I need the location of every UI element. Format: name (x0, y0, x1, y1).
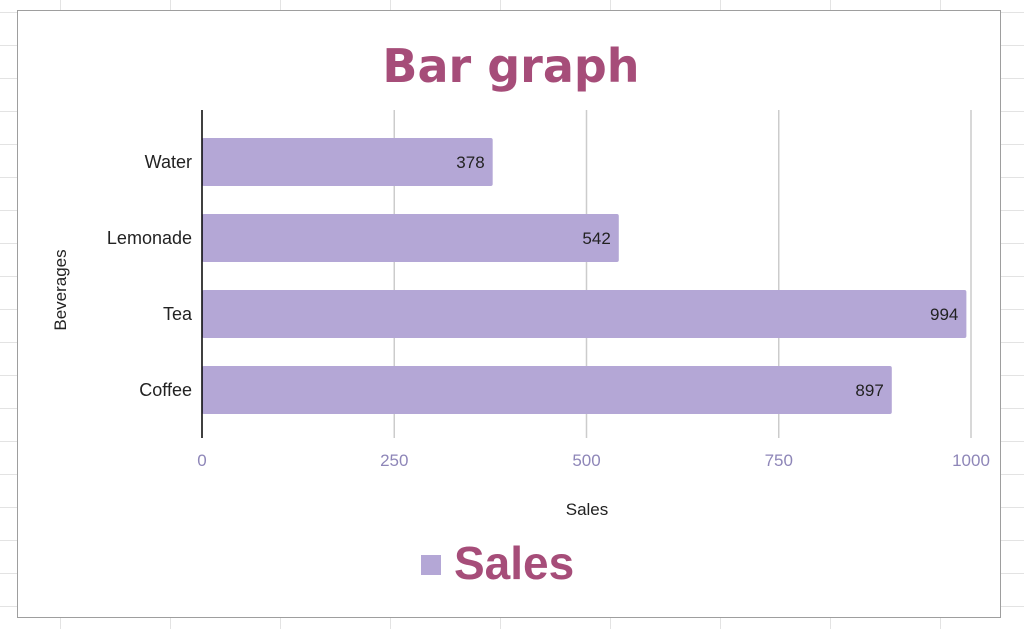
data-label: 378 (456, 153, 484, 172)
y-category-label: Lemonade (107, 228, 192, 248)
x-tick-label: 0 (197, 451, 206, 470)
y-category-label: Water (145, 152, 192, 172)
bar (202, 138, 493, 186)
x-tick-label: 250 (380, 451, 408, 470)
data-label: 994 (930, 305, 958, 324)
bars (201, 110, 967, 438)
legend-swatch (421, 555, 441, 575)
bar (202, 290, 967, 338)
legend-label: Sales (454, 537, 574, 589)
data-label: 897 (855, 381, 883, 400)
data-label: 542 (582, 229, 610, 248)
labels: 0 250 500 750 1000 378 Water 542 Lemonade 994 Tea 8… (107, 152, 990, 470)
y-category-label: Tea (163, 304, 193, 324)
x-tick-label: 1000 (952, 451, 990, 470)
bar (202, 214, 619, 262)
x-tick-label: 750 (765, 451, 793, 470)
x-tick-label: 500 (572, 451, 600, 470)
y-axis-title: Beverages (51, 249, 70, 330)
y-category-label: Coffee (139, 380, 192, 400)
chart-title: Bar graph (382, 39, 639, 93)
bar (202, 366, 892, 414)
x-axis-title: Sales (566, 500, 609, 519)
